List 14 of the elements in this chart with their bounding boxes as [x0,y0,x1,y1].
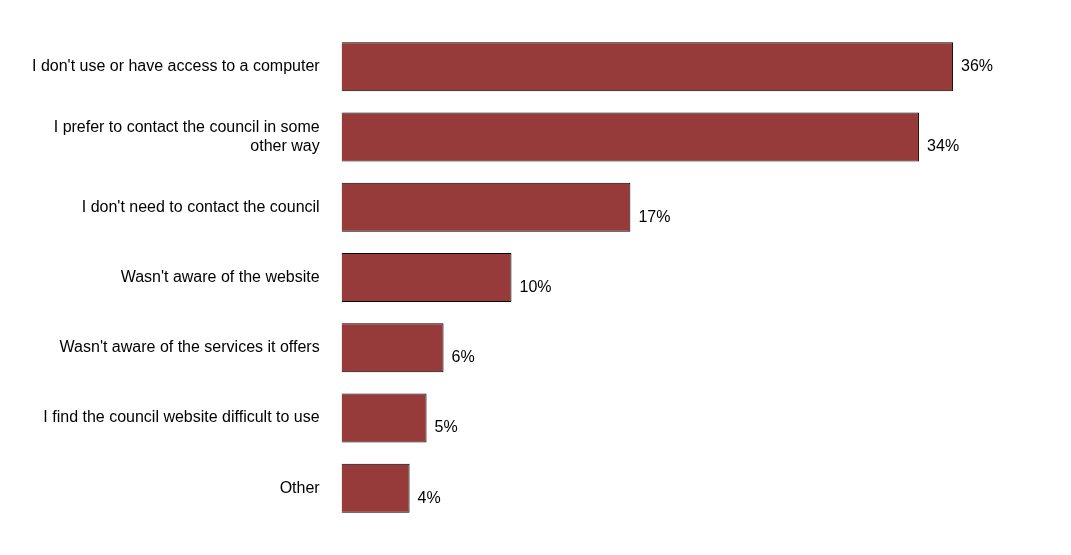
data-label: 34% [927,137,960,155]
y-tick-label: I prefer to contact the council in some other way [53,117,320,154]
data-label: 6% [451,348,475,366]
data-label: 36% [961,57,994,75]
y-tick-label: I don't need to contact the council [81,197,320,215]
y-tick-label: Other [279,478,321,496]
data-label: 10% [519,277,552,295]
y-tick-label: I find the council website difficult to use [43,408,320,426]
y-tick-label: Wasn't aware of the website [120,267,320,285]
y-tick-label: I don't use or have access to a computer [32,57,321,75]
data-label: 17% [638,207,671,225]
data-label: 5% [434,418,458,436]
data-label: 4% [417,488,441,506]
y-tick-label: Wasn't aware of the services it offers [59,338,320,356]
